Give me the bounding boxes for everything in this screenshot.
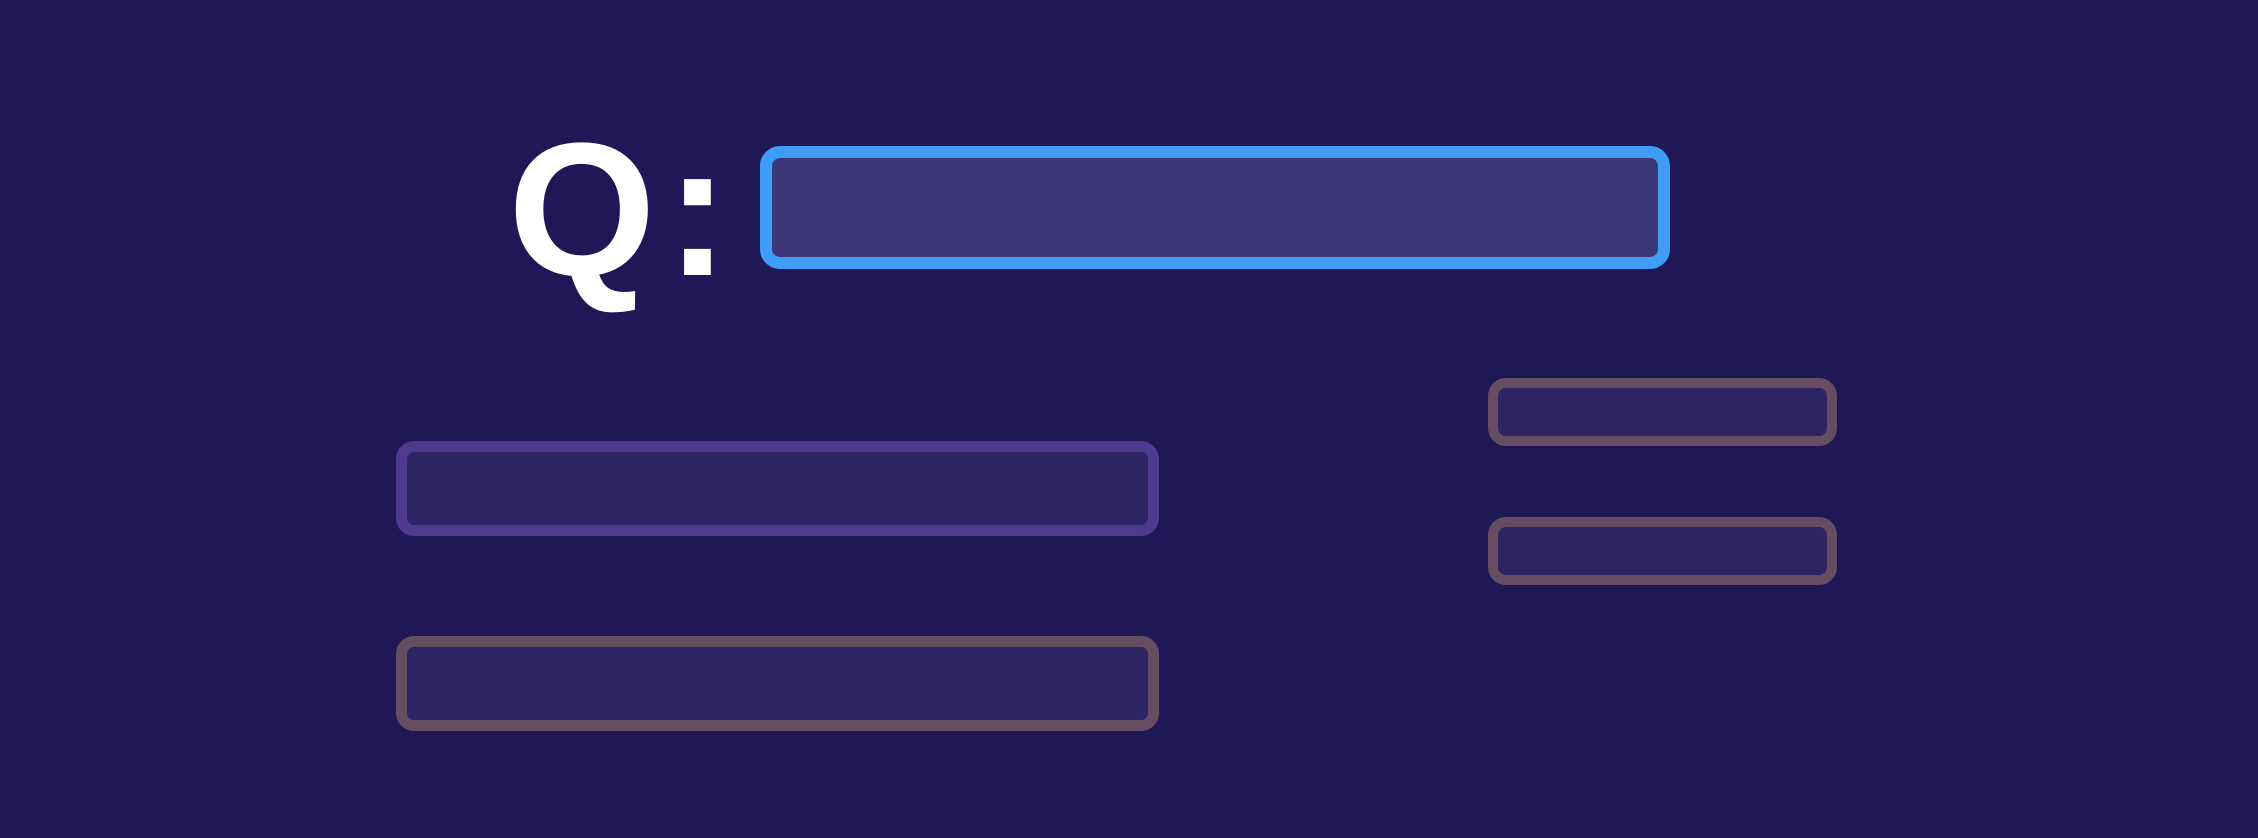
question-label: Q: bbox=[508, 104, 740, 316]
answer-option-2[interactable] bbox=[396, 636, 1159, 731]
answer-option-1[interactable] bbox=[396, 441, 1159, 536]
question-field[interactable] bbox=[760, 146, 1670, 269]
answer-option-3[interactable] bbox=[1488, 378, 1837, 446]
answer-option-4[interactable] bbox=[1488, 517, 1837, 585]
